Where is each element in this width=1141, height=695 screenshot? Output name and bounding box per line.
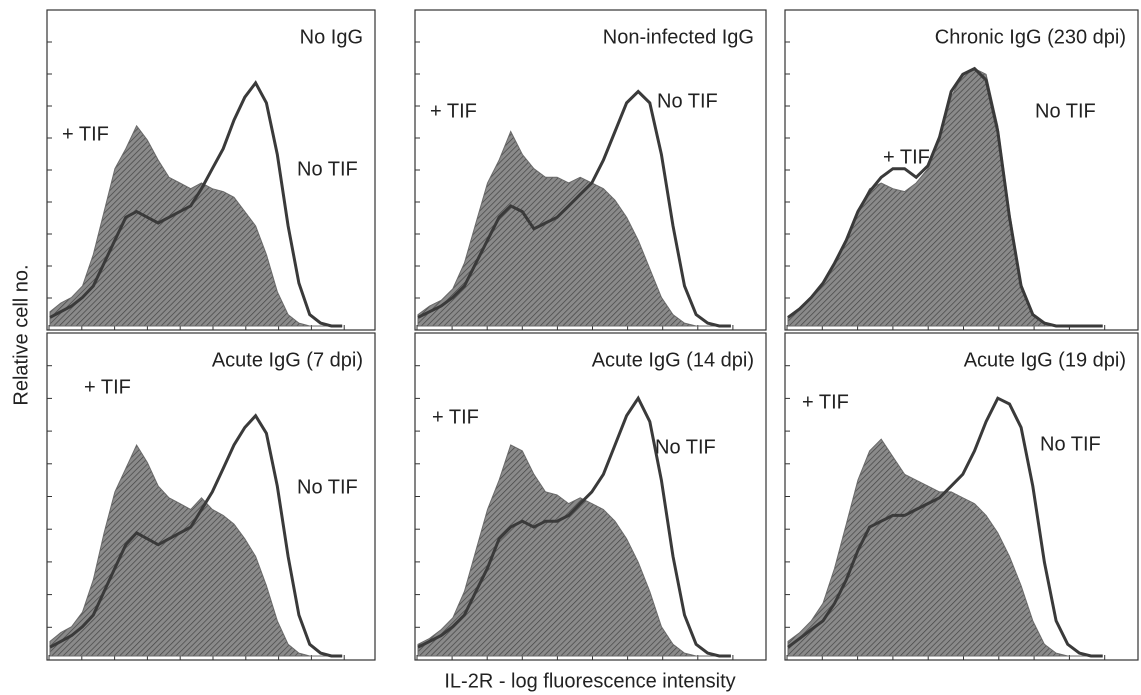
panel-title: Acute IgG (14 dpi) <box>592 349 754 371</box>
y-axis-label: Relative cell no. <box>10 264 32 405</box>
histogram-area <box>49 124 343 327</box>
histogram-line <box>787 66 1103 328</box>
histogram-line <box>417 395 731 658</box>
panel-title: Acute IgG (19 dpi) <box>964 349 1126 371</box>
panel-title: Chronic IgG (230 dpi) <box>935 26 1126 48</box>
histogram-area <box>417 130 731 327</box>
panel-title: Non-infected IgG <box>603 26 754 48</box>
legend-label: + TIF <box>802 391 849 413</box>
histogram-area <box>49 443 343 657</box>
legend-label: No TIF <box>297 476 358 498</box>
panel-title: Acute IgG (7 dpi) <box>212 349 363 371</box>
legend-label: + TIF <box>883 146 930 168</box>
legend-label: No TIF <box>297 158 358 180</box>
x-axis-label: IL-2R - log fluorescence intensity <box>444 670 735 692</box>
legend-label: No TIF <box>655 436 716 458</box>
histogram-line <box>787 396 1103 658</box>
histogram-line <box>49 80 343 328</box>
legend-label: No TIF <box>1035 100 1096 122</box>
legend-label: + TIF <box>84 376 131 398</box>
legend-label: + TIF <box>62 123 109 145</box>
histogram-line <box>417 89 731 328</box>
legend-label: No TIF <box>657 90 718 112</box>
legend-label: + TIF <box>432 406 479 428</box>
legend-label: No TIF <box>1040 433 1101 455</box>
legend-label: + TIF <box>430 100 477 122</box>
panel-title: No IgG <box>300 26 363 48</box>
histogram-area <box>417 444 731 657</box>
histogram-line <box>49 413 343 658</box>
